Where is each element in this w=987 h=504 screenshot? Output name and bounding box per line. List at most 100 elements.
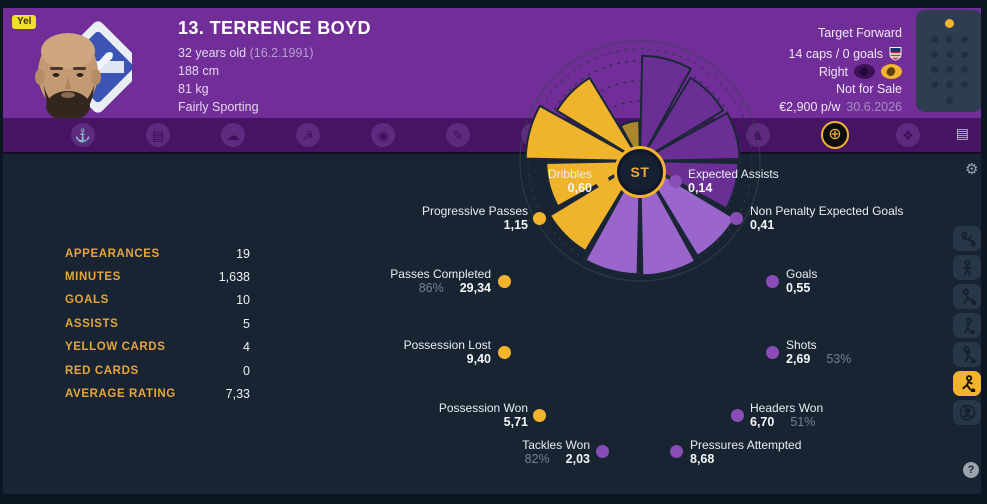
chart-label: Headers Won 6,70 51% <box>750 401 824 429</box>
scout-avatar-icon[interactable] <box>953 400 981 425</box>
chart-label: Possession Won 5,71 <box>438 401 528 429</box>
pencil-icon[interactable]: ✎ <box>446 123 470 147</box>
transfer-status: Not for Sale <box>835 82 902 96</box>
dribbling-player-icon[interactable] <box>953 342 981 367</box>
player-age: 32 years old (16.2.1991) <box>178 46 314 60</box>
player-personality[interactable]: Fairly Sporting <box>178 100 259 114</box>
chart-label: Passes Completed 86% 29,34 <box>390 267 491 295</box>
position-dot <box>931 66 938 73</box>
position-map <box>916 10 982 112</box>
help-icon[interactable]: ? <box>963 462 979 478</box>
chart-label: Shots 2,69 53% <box>786 338 852 366</box>
target-icon[interactable]: ⊕ <box>821 121 849 149</box>
stat-label: APPEARANCES <box>65 247 160 260</box>
table-row: RED CARDS 0 <box>65 359 250 382</box>
right-foot-icon <box>881 64 902 79</box>
player-preferred-foot: Right <box>819 64 902 79</box>
wage-text: €2,900 p/w <box>779 100 841 114</box>
chart-center-position-badge: ST <box>614 146 666 198</box>
segment-dot <box>766 275 779 288</box>
anchor-icon[interactable]: ⚓ <box>71 123 95 147</box>
birthdate-text: (16.2.1991) <box>249 46 314 60</box>
segment-dot <box>766 346 779 359</box>
frame-bottom <box>0 494 987 504</box>
usa-federation-crest-icon <box>889 47 902 61</box>
position-dot <box>946 36 953 43</box>
data-hub-panel: ⚙ APPEARANCES 19 MINUTES 1,638 GOALS 10 … <box>3 154 981 494</box>
chart-label: Tackles Won 82% 2,03 <box>522 438 590 466</box>
coin-icon[interactable]: ◉ <box>371 123 395 147</box>
gear-icon[interactable]: ⚙ <box>965 161 979 178</box>
stat-value: 19 <box>236 246 250 261</box>
chart-label: Pressures Attempted 8,68 <box>690 438 802 466</box>
table-row: YELLOW CARDS 4 <box>65 336 250 359</box>
stat-value: 4 <box>243 340 250 355</box>
segment-dot <box>596 175 609 188</box>
stat-label: GOALS <box>65 294 109 307</box>
chart-gridline <box>527 48 753 274</box>
position-dot <box>961 81 968 88</box>
position-dot-gk <box>946 97 953 104</box>
position-dot <box>946 51 953 58</box>
stat-label: AVERAGE RATING <box>65 388 176 401</box>
position-dot <box>961 51 968 58</box>
notes-icon[interactable]: ▤ <box>955 125 969 141</box>
player-role: Target Forward <box>817 26 902 40</box>
stat-value: 1,638 <box>218 270 250 285</box>
chart-label: Possession Lost 9,40 <box>403 338 491 366</box>
hammer-sickle-icon[interactable]: ☭ <box>296 123 320 147</box>
player-name: 13. TERRENCE BOYD <box>178 18 371 38</box>
chart-label: Expected Assists 0,14 <box>688 167 779 195</box>
segment-dot <box>533 409 546 422</box>
chart-gridline <box>559 80 721 242</box>
table-row: ASSISTS 5 <box>65 312 250 335</box>
chart-label: Progressive Passes 1,15 <box>421 204 528 232</box>
chart-label: Goals 0,55 <box>786 267 818 295</box>
frame-icon[interactable]: ▤ <box>146 123 170 147</box>
ball-player-icon[interactable] <box>953 313 981 338</box>
caps-text: 14 caps / 0 goals <box>788 46 883 61</box>
position-dot <box>931 36 938 43</box>
fox-icon[interactable]: ❖ <box>896 123 920 147</box>
segment-dot <box>670 445 683 458</box>
chart-gridline <box>519 40 761 282</box>
chart-label: Non Penalty Expected Goals 0,41 <box>750 204 904 232</box>
position-dot <box>931 51 938 58</box>
segment-dot <box>533 212 546 225</box>
table-row: APPEARANCES 19 <box>65 242 250 265</box>
segment-dot <box>498 346 511 359</box>
stat-value: 7,33 <box>225 387 250 402</box>
table-row: MINUTES 1,638 <box>65 265 250 288</box>
segment-dot <box>731 409 744 422</box>
frame-right <box>981 0 987 504</box>
standing-player-icon[interactable] <box>953 255 981 280</box>
segment-dot <box>498 275 511 288</box>
contract-end-date: 30.6.2026 <box>846 100 902 114</box>
kicking-player-icon[interactable] <box>953 284 981 309</box>
cloud-icon[interactable]: ☁ <box>221 123 245 147</box>
frame-top <box>0 0 987 8</box>
frame-left <box>0 0 3 504</box>
player-caps: 14 caps / 0 goals <box>788 46 902 61</box>
position-dot <box>946 66 953 73</box>
goalkeeper-dive-icon[interactable] <box>953 226 981 251</box>
position-dot <box>961 66 968 73</box>
segment-dot <box>669 175 682 188</box>
age-text: 32 years old <box>178 46 247 60</box>
stat-label: ASSISTS <box>65 317 119 330</box>
stat-label: MINUTES <box>65 271 121 284</box>
squad-status-badge: Yel <box>12 15 37 29</box>
stat-value: 10 <box>236 293 250 308</box>
position-dot <box>931 81 938 88</box>
chart-gridline <box>579 100 701 222</box>
player-portrait-graphic <box>35 21 132 118</box>
stat-value: 0 <box>243 363 250 378</box>
running-player-icon[interactable] <box>953 371 981 396</box>
player-weight: 81 kg <box>178 82 209 96</box>
chart-gridline <box>539 60 741 262</box>
player-height: 188 cm <box>178 64 219 78</box>
position-dot-st <box>945 19 954 28</box>
stat-label: YELLOW CARDS <box>65 341 166 354</box>
player-photo <box>10 15 132 118</box>
table-row: GOALS 10 <box>65 289 250 312</box>
